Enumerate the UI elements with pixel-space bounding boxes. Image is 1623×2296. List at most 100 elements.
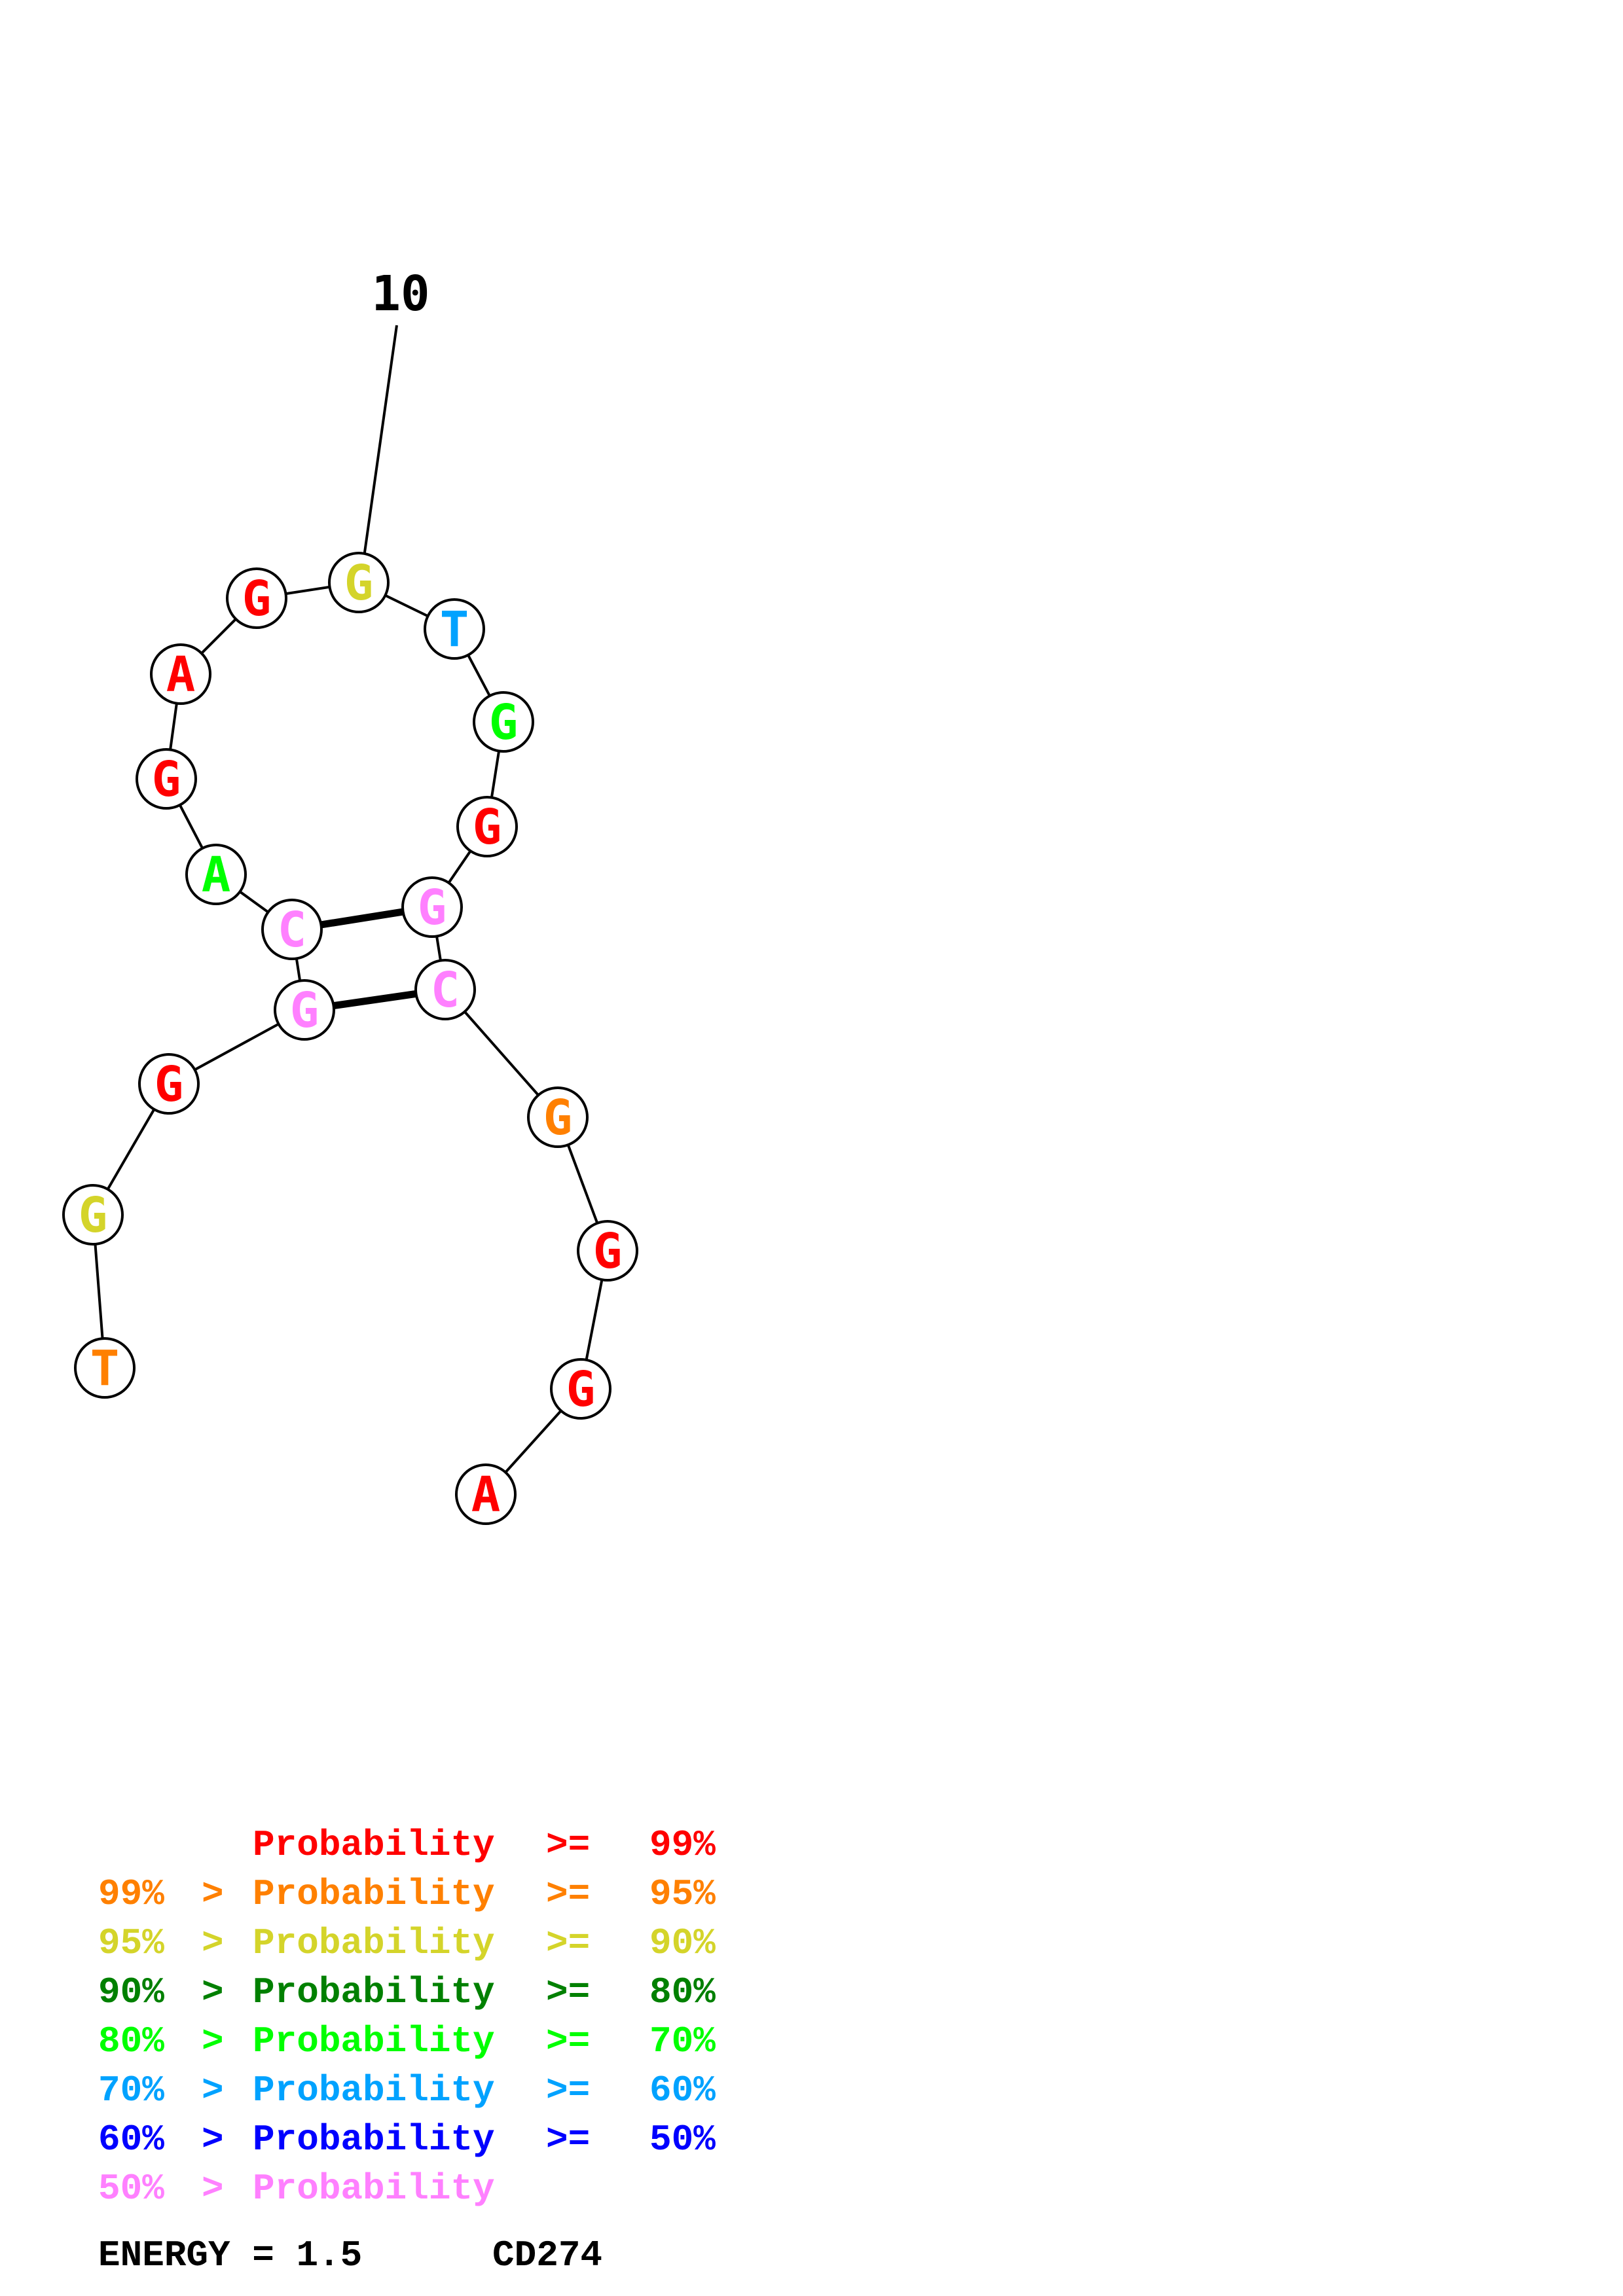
nucleotide-circle — [274, 979, 335, 1041]
legend-upper-bound: 60% — [649, 2070, 716, 2111]
energy-footer: ENERGY = 1.5 CD274 — [98, 2234, 602, 2276]
legend-probability-word: Probability — [253, 1971, 495, 2013]
nucleotide-circle — [62, 1184, 124, 1246]
nucleotide-node: A — [185, 844, 247, 905]
nucleotide-letter: G — [344, 555, 374, 611]
nucleotide-letter: C — [278, 902, 307, 958]
legend-gt-sign: > — [202, 1971, 224, 2013]
nucleotide-circle — [456, 796, 518, 857]
legend-probability-word: Probability — [253, 1824, 495, 1866]
nucleotide-node: G — [274, 979, 335, 1041]
nucleotide-node: G — [138, 1053, 200, 1115]
nucleotide-letter: T — [90, 1340, 120, 1397]
nucleotide-circle — [424, 598, 485, 660]
nucleotide-letter: T — [440, 601, 469, 658]
legend-probability-word: Probability — [253, 2070, 495, 2111]
legend-row: 95% > Probability >= 90% — [98, 1922, 716, 1964]
nucleotide-circle — [138, 1053, 200, 1115]
nucleotide-node: G — [401, 876, 463, 938]
legend-gt-sign: > — [202, 1922, 224, 1964]
legend-ge-sign: >= — [546, 1873, 590, 1915]
nucleotide-node: A — [150, 643, 211, 705]
nucleotide-letter: G — [593, 1223, 623, 1280]
legend-lower-bound: 90% — [98, 1971, 164, 2013]
position-marker: 10 — [363, 266, 430, 558]
nucleotide-letter: G — [152, 751, 181, 808]
nucleotide-node: G — [136, 748, 197, 810]
nucleotide-node: G — [473, 691, 534, 753]
legend-gt-sign: > — [202, 1873, 224, 1915]
nucleotide-circle — [527, 1086, 589, 1148]
legend-row: 99% > Probability >= 95% — [98, 1873, 716, 1915]
nucleotide-letter: G — [489, 694, 519, 751]
legend-row: 60% > Probability >= 50% — [98, 2119, 716, 2161]
probability-legend: Probability >= 99% 99% > Probability >= 95% 95% >… — [98, 1824, 716, 2210]
position-marker-label: 10 — [371, 266, 429, 322]
nucleotide-node: G — [328, 552, 390, 613]
nucleotide-circle — [473, 691, 534, 753]
legend-row: 90% > Probability >= 80% — [98, 1971, 716, 2013]
legend-row: 70% > Probability >= 60% — [98, 2070, 716, 2111]
position-marker-tick — [363, 325, 398, 558]
nucleotide-node: G — [550, 1358, 611, 1420]
gene-name: CD274 — [492, 2234, 602, 2276]
legend-upper-bound: 95% — [649, 1873, 716, 1915]
legend-row: 50% > Probability — [98, 2168, 495, 2210]
legend-row: Probability >= 99% — [253, 1824, 716, 1866]
nucleotide-circle — [136, 748, 197, 810]
energy-label: ENERGY = 1.5 — [98, 2234, 362, 2276]
legend-ge-sign: >= — [546, 2119, 590, 2161]
legend-gt-sign: > — [202, 2168, 224, 2210]
legend-upper-bound: 70% — [649, 2020, 716, 2062]
nucleotide-node: A — [455, 1463, 517, 1525]
nucleotide-circle — [74, 1337, 136, 1399]
legend-ge-sign: >= — [546, 1971, 590, 2013]
nucleotide-circle — [550, 1358, 611, 1420]
legend-ge-sign: >= — [546, 2070, 590, 2111]
nucleotide-node: G — [226, 567, 287, 629]
nucleotide-letter: A — [166, 647, 196, 703]
nucleotide-node: T — [424, 598, 485, 660]
legend-ge-sign: >= — [546, 2020, 590, 2062]
nucleotide-letter: G — [566, 1361, 596, 1418]
nucleotide-letter: G — [290, 982, 319, 1039]
nucleotide-node: G — [456, 796, 518, 857]
nucleotide-letter: G — [543, 1090, 573, 1146]
legend-probability-word: Probability — [253, 2119, 495, 2161]
legend-probability-word: Probability — [253, 2020, 495, 2062]
nucleotide-node: G — [62, 1184, 124, 1246]
nucleotide-letter: G — [155, 1056, 184, 1113]
nucleotide-letter: G — [418, 880, 447, 936]
legend-upper-bound: 50% — [649, 2119, 716, 2161]
nucleotide-circle — [414, 959, 476, 1020]
legend-probability-word: Probability — [253, 1922, 495, 1964]
legend-gt-sign: > — [202, 2020, 224, 2062]
nucleotide-letter: G — [79, 1187, 108, 1244]
nucleotide-circle — [328, 552, 390, 613]
legend-ge-sign: >= — [546, 1824, 590, 1866]
legend-ge-sign: >= — [546, 1922, 590, 1964]
legend-upper-bound: 99% — [649, 1824, 716, 1866]
legend-upper-bound: 90% — [649, 1922, 716, 1964]
nucleotide-circle — [150, 643, 211, 705]
legend-probability-word: Probability — [253, 2168, 495, 2210]
nucleotide-letter: C — [431, 962, 460, 1018]
legend-lower-bound: 60% — [98, 2119, 164, 2161]
nucleotide-letter: A — [471, 1467, 501, 1523]
legend-gt-sign: > — [202, 2119, 224, 2161]
legend-lower-bound: 99% — [98, 1873, 164, 1915]
nucleotide-node: G — [577, 1220, 638, 1282]
legend-gt-sign: > — [202, 2070, 224, 2111]
nucleotide-letter: G — [242, 571, 272, 627]
nucleotide-node: C — [414, 959, 476, 1020]
legend-lower-bound: 80% — [98, 2020, 164, 2062]
nucleotide-circle — [185, 844, 247, 905]
legend-upper-bound: 80% — [649, 1971, 716, 2013]
legend-lower-bound: 70% — [98, 2070, 164, 2111]
nucleotide-circle — [455, 1463, 517, 1525]
nucleotide-letter: A — [202, 847, 231, 903]
nucleotide-letter: G — [473, 799, 502, 855]
legend-lower-bound: 95% — [98, 1922, 164, 1964]
